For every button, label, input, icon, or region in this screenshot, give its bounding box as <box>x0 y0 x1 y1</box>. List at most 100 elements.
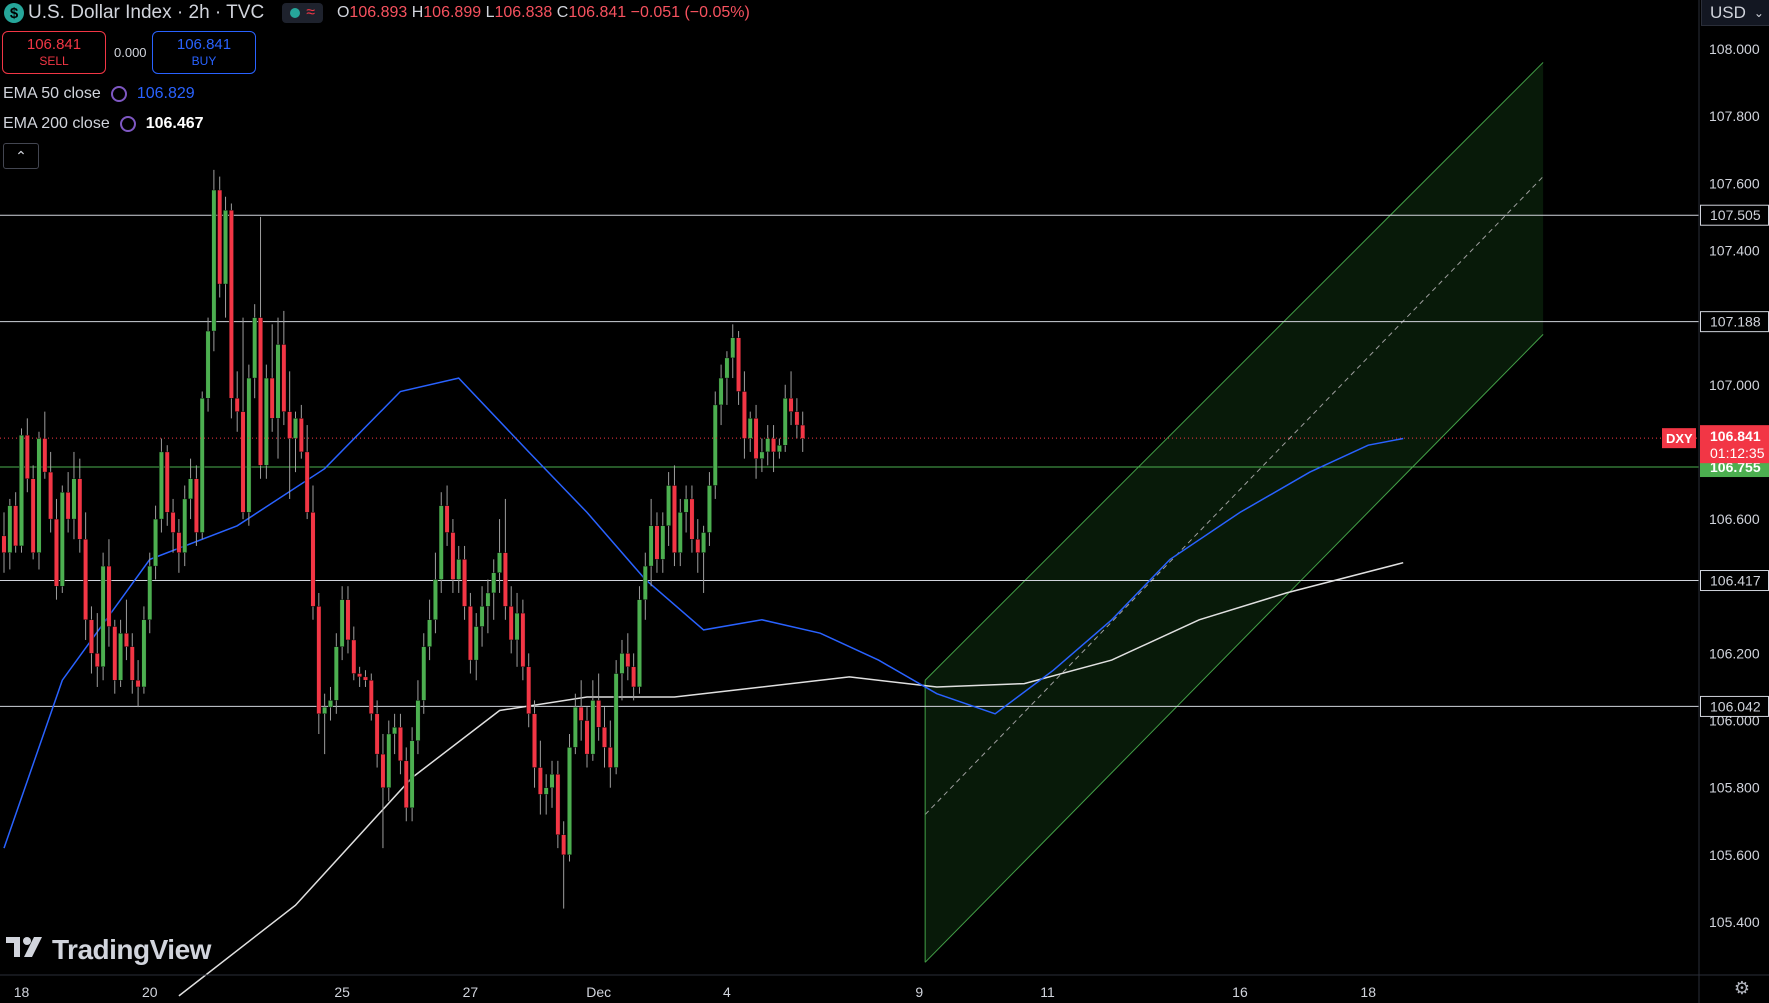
candle <box>363 670 368 687</box>
parallel-channel[interactable] <box>924 62 1544 963</box>
level-price-label-text: 107.188 <box>1710 314 1761 330</box>
candle-body <box>89 619 94 654</box>
chevron-up-icon: ⌃ <box>15 147 27 164</box>
date-tick-label: 25 <box>334 984 350 1000</box>
channel-lower-line[interactable] <box>924 334 1544 963</box>
candle-body <box>508 606 514 641</box>
candle <box>13 492 19 553</box>
candle-body <box>193 478 199 533</box>
ema-200-line <box>178 561 1404 997</box>
candle-body <box>205 330 211 399</box>
candle <box>765 425 771 466</box>
candle-body <box>211 189 217 332</box>
indicator-ema-200[interactable]: EMA 200 close 106.467 <box>3 115 204 133</box>
candle <box>532 700 537 788</box>
candle-body <box>479 606 485 627</box>
candle <box>77 458 83 553</box>
chevron-down-icon: ⌄ <box>1753 5 1764 20</box>
candle-body <box>701 532 707 553</box>
candle <box>677 498 683 567</box>
candle <box>281 310 287 426</box>
candle-body <box>642 565 648 600</box>
candle-body <box>357 673 363 678</box>
candle <box>368 673 374 721</box>
price-tick-label: 107.800 <box>1709 108 1760 124</box>
market-status-pill[interactable]: ≈ <box>282 3 323 23</box>
time-axis[interactable]: 18 20 25 27 Dec 4 9 11 16 18 <box>14 984 1377 1000</box>
candle <box>660 512 666 573</box>
candle-body <box>345 599 351 641</box>
horizontal-levels[interactable] <box>0 214 1699 707</box>
candle <box>258 216 263 479</box>
level-price-label-text: 106.417 <box>1710 573 1761 589</box>
candle-body <box>240 411 246 513</box>
candle <box>182 485 188 567</box>
candle <box>345 586 351 654</box>
candle-body <box>24 434 30 479</box>
candle <box>386 720 392 802</box>
candle-body <box>36 438 42 553</box>
level-price-label-box <box>1700 311 1769 332</box>
candle-body <box>339 599 345 647</box>
candle-body <box>147 565 153 621</box>
candle-body <box>742 391 747 439</box>
candle <box>392 713 398 755</box>
candle-body <box>648 525 654 567</box>
date-tick-label: Dec <box>586 984 611 1000</box>
candle <box>316 592 322 734</box>
candle <box>106 539 112 647</box>
candle <box>19 428 24 553</box>
channel-upper-line[interactable] <box>924 62 1544 681</box>
candle <box>374 700 380 768</box>
candle-body <box>502 552 508 607</box>
candle-body <box>48 471 54 520</box>
candle <box>1 512 7 573</box>
candle-body <box>450 532 456 580</box>
candle <box>590 680 596 761</box>
candle-body <box>118 633 124 681</box>
candle <box>30 465 36 560</box>
candle-body <box>112 626 118 681</box>
candle <box>433 552 438 634</box>
candle-body <box>747 418 753 439</box>
candle-body <box>380 753 386 788</box>
last-price-text: 106.841 <box>1710 428 1761 444</box>
chart-settings-button[interactable]: ⚙ <box>1728 976 1756 1000</box>
candle-body <box>794 411 800 426</box>
candle <box>648 498 654 587</box>
tradingview-logo[interactable]: TradingView <box>6 934 211 966</box>
candle-body <box>572 706 578 748</box>
candle-body <box>153 518 158 567</box>
candle <box>124 599 129 661</box>
level-price-label-text: 106.042 <box>1710 698 1761 714</box>
candle <box>223 196 228 318</box>
price-tick-label: 108.000 <box>1709 41 1760 57</box>
candle <box>701 525 707 593</box>
candle <box>782 384 788 452</box>
indicator-ema-50[interactable]: EMA 50 close 106.829 <box>3 85 195 103</box>
candle <box>403 747 409 822</box>
candle <box>129 633 135 694</box>
candle <box>508 586 514 654</box>
candle-body <box>771 438 776 453</box>
symbol-header: $ U.S. Dollar Index · 2h · TVC ≈ O106.89… <box>0 0 750 26</box>
candle-body <box>473 626 479 661</box>
candle-body <box>13 505 19 547</box>
price-tick-label: 106.200 <box>1709 645 1760 661</box>
candle-body <box>351 639 357 674</box>
sell-button[interactable]: 106.841 SELL <box>2 31 106 74</box>
candle <box>473 613 479 681</box>
collapse-indicators-button[interactable]: ⌃ <box>3 143 39 169</box>
indicator-value: 106.467 <box>145 115 204 132</box>
loading-icon <box>119 116 136 132</box>
candle <box>193 465 199 546</box>
candle-body <box>269 377 275 419</box>
candle-body <box>654 525 660 560</box>
symbol-title[interactable]: U.S. Dollar Index · 2h · TVC <box>28 2 265 23</box>
currency-selector[interactable]: USD ⌄ <box>1701 0 1769 26</box>
buy-button[interactable]: 106.841 BUY <box>152 31 256 74</box>
price-axis[interactable]: 108.000107.800107.600107.400107.200107.0… <box>1709 41 1760 930</box>
channel-median-line[interactable] <box>924 176 1544 815</box>
candle-body <box>619 653 625 674</box>
